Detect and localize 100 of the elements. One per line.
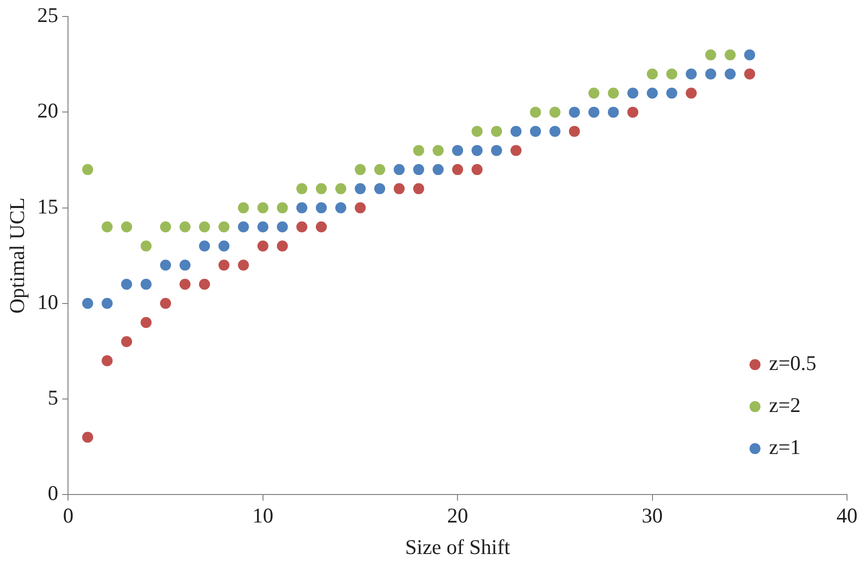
point	[549, 106, 560, 118]
point	[627, 88, 638, 99]
point	[102, 355, 113, 366]
point	[218, 240, 230, 252]
point	[198, 221, 210, 232]
point	[413, 183, 424, 194]
point	[180, 221, 191, 232]
point	[608, 106, 619, 118]
point	[568, 106, 580, 118]
point	[180, 260, 191, 271]
point	[198, 278, 210, 290]
point	[160, 298, 172, 309]
point	[491, 144, 502, 156]
point	[705, 49, 716, 60]
point	[276, 202, 288, 214]
x-tick-label: 0	[62, 504, 74, 528]
point	[198, 240, 210, 252]
point	[160, 221, 172, 232]
point	[316, 202, 327, 214]
point	[568, 126, 580, 137]
point	[588, 106, 600, 118]
point	[452, 164, 464, 176]
y-tick-label: 15	[37, 194, 58, 218]
point	[140, 317, 152, 328]
point	[82, 298, 94, 309]
point	[160, 260, 172, 271]
x-tick-label: 20	[447, 504, 468, 528]
point	[276, 240, 288, 252]
point	[666, 68, 678, 80]
point	[218, 260, 230, 271]
point	[724, 68, 736, 80]
point	[316, 183, 327, 194]
x-tick-label: 30	[642, 504, 663, 528]
point	[218, 221, 230, 232]
point	[705, 68, 716, 80]
y-tick-label: 10	[37, 290, 58, 314]
point	[744, 68, 756, 80]
point	[510, 126, 522, 137]
point	[608, 88, 619, 99]
point	[666, 88, 678, 99]
point	[121, 336, 132, 348]
point	[374, 164, 386, 176]
point	[472, 164, 483, 176]
y-tick-label: 0	[48, 481, 58, 506]
point	[374, 183, 386, 194]
point	[472, 144, 483, 156]
point	[257, 221, 268, 232]
point	[394, 183, 405, 194]
point	[102, 298, 113, 309]
point	[238, 202, 249, 214]
point	[354, 164, 366, 176]
point	[646, 68, 658, 80]
point	[238, 221, 249, 232]
point	[257, 240, 268, 252]
point	[257, 202, 268, 214]
point	[510, 144, 522, 156]
point	[452, 144, 464, 156]
point	[646, 88, 658, 99]
point	[530, 106, 541, 118]
point	[354, 202, 366, 214]
point	[686, 88, 697, 99]
point	[394, 164, 405, 176]
point	[296, 183, 308, 194]
point	[121, 221, 132, 232]
point	[744, 49, 756, 60]
point	[316, 221, 327, 232]
point	[121, 278, 132, 290]
y-tick-label: 20	[37, 98, 58, 123]
legend-label: z=0.5	[769, 351, 816, 376]
x-tick-label: 10	[252, 504, 274, 528]
point	[335, 183, 346, 194]
x-axis-title: Size of Shift	[405, 534, 510, 559]
point	[413, 164, 424, 176]
point	[724, 49, 736, 60]
point	[140, 240, 152, 252]
point	[180, 278, 191, 290]
point	[354, 183, 366, 194]
point	[238, 260, 249, 271]
point	[82, 432, 94, 443]
point	[335, 202, 346, 214]
point	[588, 88, 600, 99]
y-tick-label: 25	[37, 3, 58, 28]
legend-label: z=2	[769, 393, 801, 418]
point	[102, 221, 113, 232]
point	[276, 221, 288, 232]
point	[140, 278, 152, 290]
point	[472, 126, 483, 137]
point	[686, 68, 697, 80]
point	[491, 126, 502, 137]
point	[296, 202, 308, 214]
point	[82, 164, 94, 176]
legend-label: z=1	[769, 435, 801, 460]
x-tick-label: 40	[836, 504, 858, 528]
point	[413, 144, 424, 156]
point	[549, 126, 560, 137]
y-tick-label: 5	[48, 386, 58, 410]
point	[530, 126, 541, 137]
y-axis-title: Optimal UCL	[5, 198, 30, 314]
point	[432, 164, 444, 176]
point	[296, 221, 308, 232]
